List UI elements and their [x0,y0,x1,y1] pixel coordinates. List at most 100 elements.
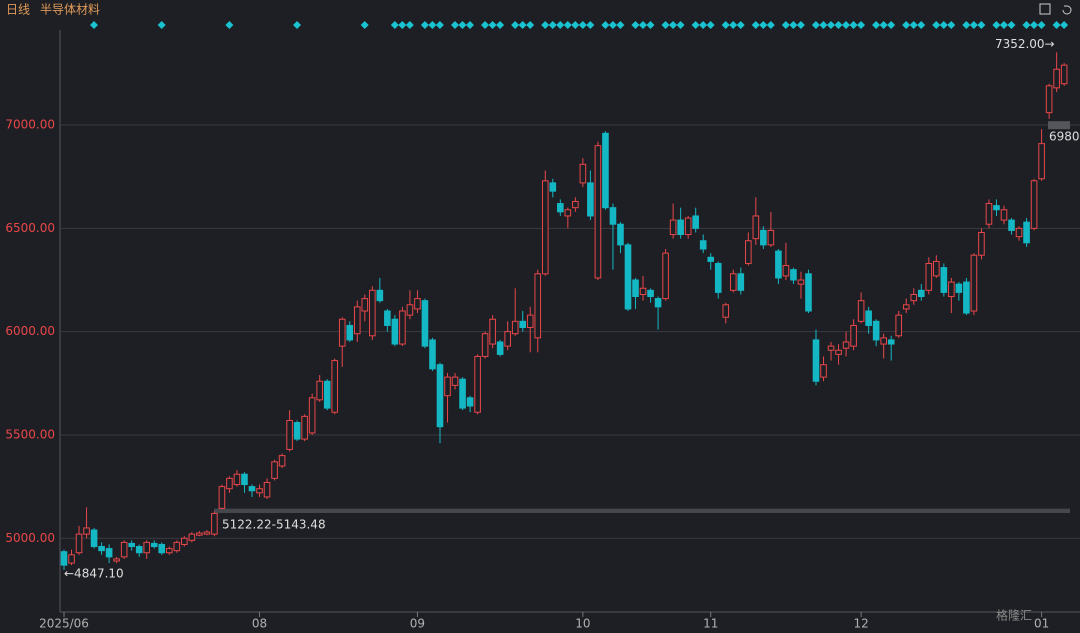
signal-diamond [496,21,505,29]
signal-diamond [947,21,956,29]
candle-body [902,304,910,310]
candle-body [496,341,504,355]
candle-body [226,477,233,490]
candle-body [429,339,436,370]
candle-body [68,554,75,564]
undo-icon[interactable] [1062,5,1072,15]
signal-diamond [751,21,760,29]
signal-diamond [826,21,835,29]
signal-diamond [390,21,399,29]
candle-body [165,548,173,554]
candle-body [880,337,887,345]
signal-diamond [157,21,166,29]
signal-diamond [857,21,866,29]
period-label: 日线 [6,3,30,17]
x-tick-label: 10 [575,617,590,631]
signal-diamond [488,21,497,29]
band-label: 5122.22-5143.48 [222,518,326,532]
signal-diamond [939,21,948,29]
candle-body [346,324,354,341]
candle-body [1038,143,1045,180]
candle-body [632,279,639,298]
candle-body [489,318,496,345]
candle-body [248,486,256,492]
candle-body [256,488,263,494]
candle-body [338,318,346,347]
candle-body [887,339,895,345]
min-label: ←4847.10 [64,566,124,580]
signal-diamond [1037,21,1046,29]
candle-body [1030,180,1038,229]
lock-icon[interactable] [1039,3,1051,15]
candle-body [654,298,662,308]
x-tick-label: 12 [853,617,868,631]
candle-body [218,486,226,509]
candle-body [677,219,684,236]
candle-body [263,481,271,498]
signal-diamond [932,21,941,29]
candle-body [978,231,985,256]
candle-body [301,415,308,440]
candle-body [729,273,737,291]
candle-body [466,397,474,407]
signal-diamond [1052,21,1061,29]
signal-diamond [616,21,625,29]
candle-body [722,304,730,318]
candle-body [775,250,782,279]
candle-body [323,380,331,409]
candle-body [925,262,933,291]
candle-body [511,320,519,335]
candle-body [857,300,865,322]
signal-row [90,21,1069,29]
candle-body [399,310,406,345]
candle-body [143,541,151,554]
candle-body [173,541,181,552]
y-tick-label: 5000.00 [5,531,55,545]
candle-body [805,273,812,312]
candle-body [541,180,549,275]
candle-body [196,532,203,536]
candle-body [90,529,98,548]
signal-diamond [902,21,911,29]
candle-body [158,543,166,554]
signal-diamond [819,21,828,29]
candle-body [745,240,752,264]
signal-diamond [811,21,820,29]
candle-body [444,376,451,397]
signal-diamond [999,21,1008,29]
signal-diamond [405,21,414,29]
candle-body [1015,227,1023,238]
candle-body [917,289,925,298]
signal-diamond [548,21,557,29]
toolbar[interactable] [1039,3,1072,15]
candle-body [451,376,459,386]
candle-body [203,531,211,535]
candle-body [188,533,196,541]
signal-diamond [608,21,617,29]
signal-diamond [541,21,550,29]
signal-diamond [420,21,429,29]
signal-diamond [661,21,670,29]
candle-body [150,542,158,548]
signal-diamond [796,21,805,29]
candle-body [948,281,955,298]
y-tick-label: 6000.00 [5,324,55,338]
signal-diamond [450,21,459,29]
chart-title: 半导体材料 [40,3,100,17]
signal-diamond [631,21,640,29]
candle-body [910,293,918,302]
candle-body [617,223,624,246]
signal-diamond [398,21,407,29]
signal-diamond [909,21,918,29]
candle-body [83,527,90,535]
signal-diamond [706,21,715,29]
x-tick-label: 11 [703,617,718,631]
candle-body [369,289,376,337]
signal-diamond [578,21,587,29]
candle-body [760,229,767,246]
candle-body [331,360,339,413]
candle-body [572,200,579,209]
candle-body [353,306,361,335]
signal-diamond [962,21,971,29]
